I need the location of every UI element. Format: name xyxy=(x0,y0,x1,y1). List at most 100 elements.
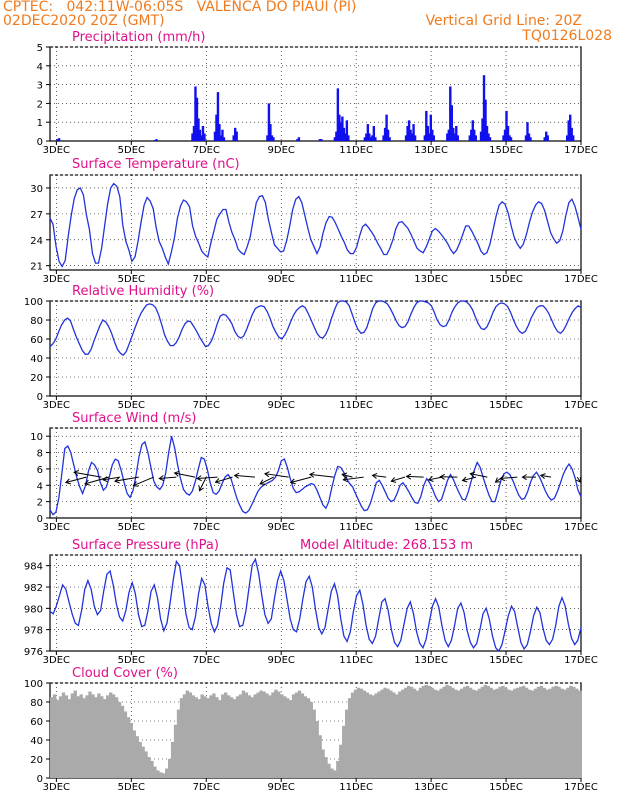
plot-frame xyxy=(49,427,582,519)
cloud-bar xyxy=(194,697,198,778)
precip-bar xyxy=(485,125,489,141)
precip-bar xyxy=(509,137,513,141)
cloud-bar xyxy=(168,759,172,778)
cloud-bar xyxy=(200,694,204,778)
cloud-bar xyxy=(318,735,322,778)
cloud-bar xyxy=(575,688,579,778)
cloud-bar xyxy=(170,741,175,778)
precip-bar xyxy=(218,124,221,141)
cloud-bar xyxy=(471,689,476,778)
cloud-bar xyxy=(427,685,431,778)
wind-vector xyxy=(500,476,518,479)
cloud-bar xyxy=(303,696,308,778)
series-line xyxy=(49,436,582,516)
cloud-bar xyxy=(256,692,260,778)
precip-bar xyxy=(407,120,411,141)
x-tick-label: 5DEC xyxy=(118,655,145,666)
cloud-bar xyxy=(235,696,240,778)
cloud-bar xyxy=(513,688,517,778)
y-tick-label: 984 xyxy=(24,562,43,573)
series-line xyxy=(49,557,582,653)
cloud-bar xyxy=(100,696,104,778)
cloud-bar xyxy=(156,770,160,778)
precip-bar xyxy=(213,131,217,141)
x-tick-label: 13DEC xyxy=(414,400,448,411)
panel-title: Surface Temperature (nC) xyxy=(72,157,240,172)
x-tick-label: 15DEC xyxy=(489,782,523,793)
precip-bar xyxy=(470,129,473,141)
cloud-bar xyxy=(404,687,408,778)
wind-vector xyxy=(159,476,177,479)
x-tick-label: 15DEC xyxy=(489,655,523,666)
precip-bar xyxy=(529,137,532,141)
plot-frame xyxy=(49,300,582,397)
cloud-bar xyxy=(465,685,470,778)
x-tick-label: 17DEC xyxy=(564,782,598,793)
panel-title: Relative Humidity (%) xyxy=(72,284,214,299)
precip-bar xyxy=(336,88,340,141)
header-grid-line: Vertical Grid Line: 20Z xyxy=(425,13,582,29)
cloud-bar xyxy=(460,688,464,778)
panel-title: Cloud Cover (%) xyxy=(72,666,178,681)
wind-vector xyxy=(74,471,102,478)
cloud-bar xyxy=(356,687,361,778)
cloud-bar xyxy=(350,692,355,778)
wind-arrowhead xyxy=(259,479,266,485)
cloud-bar xyxy=(277,691,281,778)
plot-frame xyxy=(49,174,582,271)
wind-arrowhead xyxy=(84,479,91,486)
cloud-bar xyxy=(212,693,216,778)
precip-bar xyxy=(296,139,299,141)
x-tick-label: 11DEC xyxy=(339,145,373,156)
cloud-bar xyxy=(132,730,136,778)
wind-arrowhead xyxy=(494,477,501,483)
y-tick-label: 20 xyxy=(30,755,43,766)
cloud-bar xyxy=(191,695,195,778)
precip-bar xyxy=(505,110,508,141)
cloud-bar xyxy=(365,692,369,778)
cloud-bar xyxy=(551,686,555,778)
cloud-bar xyxy=(563,689,567,778)
cloud-bar xyxy=(88,691,92,778)
wind-vector xyxy=(309,473,334,478)
y-tick-label: 1 xyxy=(37,118,43,129)
cloud-bar xyxy=(321,749,325,778)
cloud-bar xyxy=(58,696,63,778)
precip-bar xyxy=(320,139,323,141)
precip-bar xyxy=(197,118,200,141)
precip-bar xyxy=(545,131,548,141)
cloud-bar xyxy=(442,686,446,778)
cloud-bar xyxy=(436,690,440,778)
precip-bar xyxy=(221,129,224,141)
cloud-bar xyxy=(232,699,237,778)
cloud-bar xyxy=(182,694,187,778)
wind-vector xyxy=(199,476,207,491)
precip-bar xyxy=(503,129,507,141)
wind-vector xyxy=(428,476,443,481)
precip-bar xyxy=(431,129,434,141)
precip-bar xyxy=(56,139,59,141)
cloud-bar xyxy=(557,686,561,778)
precip-bar xyxy=(570,127,573,141)
y-tick-label: 40 xyxy=(30,736,43,747)
wind-vector xyxy=(540,474,552,478)
cloud-bar xyxy=(542,687,546,778)
precip-bar xyxy=(471,120,474,141)
wind-arrowhead xyxy=(341,472,348,479)
cloud-bar xyxy=(280,694,284,778)
wind-vector xyxy=(264,473,289,478)
cloud-bar xyxy=(91,694,95,778)
cloud-bar xyxy=(477,688,482,778)
wind-arrowhead xyxy=(521,474,527,481)
wind-arrowhead xyxy=(233,472,240,479)
cloud-bar xyxy=(566,687,570,778)
cloud-bar xyxy=(300,693,305,778)
cloud-bar xyxy=(123,711,128,778)
precip-bar xyxy=(347,135,350,141)
y-tick-label: 20 xyxy=(30,373,43,384)
wind-arrowhead xyxy=(427,476,434,482)
y-tick-label: 4 xyxy=(37,481,43,492)
chart-panel-1 xyxy=(46,46,582,145)
cloud-bar xyxy=(221,694,225,778)
precip-bar xyxy=(423,135,427,141)
